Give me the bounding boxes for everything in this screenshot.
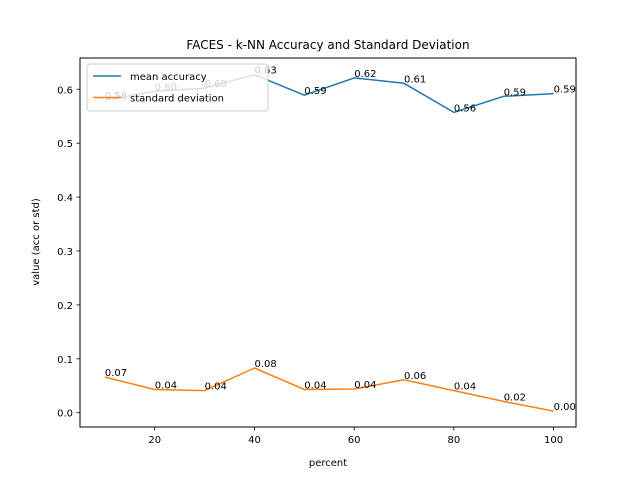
y-axis-label: value (acc or std)	[31, 198, 42, 286]
y-tick-label: 0.1	[57, 355, 73, 366]
legend-label: standard deviation	[130, 94, 224, 105]
x-axis: 20 40 60 80 100	[148, 427, 563, 446]
y-tick-label: 0.5	[57, 139, 73, 150]
legend-label: mean accuracy	[130, 72, 207, 83]
plot-frame	[79, 57, 577, 428]
data-label: 0.04	[354, 380, 376, 391]
data-label: 0.04	[155, 381, 177, 392]
data-label: 0.59	[304, 86, 326, 97]
data-label: 0.06	[404, 371, 426, 382]
data-label: 0.02	[504, 392, 526, 403]
x-tick-label: 40	[248, 435, 261, 446]
data-label: 0.62	[354, 69, 376, 80]
data-label: 0.07	[105, 368, 127, 379]
data-label: 0.04	[205, 382, 227, 393]
data-label: 0.00	[554, 402, 576, 413]
y-tick-label: 0.3	[57, 247, 73, 258]
y-tick-label: 0.6	[57, 85, 73, 96]
x-axis-label: percent	[309, 458, 347, 469]
legend-box	[86, 63, 269, 112]
data-label: 0.59	[554, 85, 576, 96]
data-label: 0.04	[304, 381, 326, 392]
chart-title: FACES - k-NN Accuracy and Standard Devia…	[186, 38, 469, 52]
data-label: 0.61	[404, 74, 426, 85]
data-label: 0.04	[454, 382, 476, 393]
data-label: 0.56	[454, 103, 476, 114]
data-label: 0.08	[255, 359, 277, 370]
y-tick-label: 0.2	[57, 301, 73, 312]
x-tick-label: 20	[148, 435, 161, 446]
y-axis: 0.0 0.1 0.2 0.3 0.4 0.5 0.6	[57, 85, 80, 420]
y-tick-label: 0.4	[57, 193, 73, 204]
x-tick-label: 100	[544, 435, 563, 446]
legend: mean accuracy standard deviation	[86, 63, 269, 112]
x-tick-label: 80	[448, 435, 461, 446]
x-tick-label: 60	[348, 435, 361, 446]
data-label: 0.59	[504, 87, 526, 98]
y-tick-label: 0.0	[57, 409, 73, 420]
series-line-2	[104, 367, 554, 412]
